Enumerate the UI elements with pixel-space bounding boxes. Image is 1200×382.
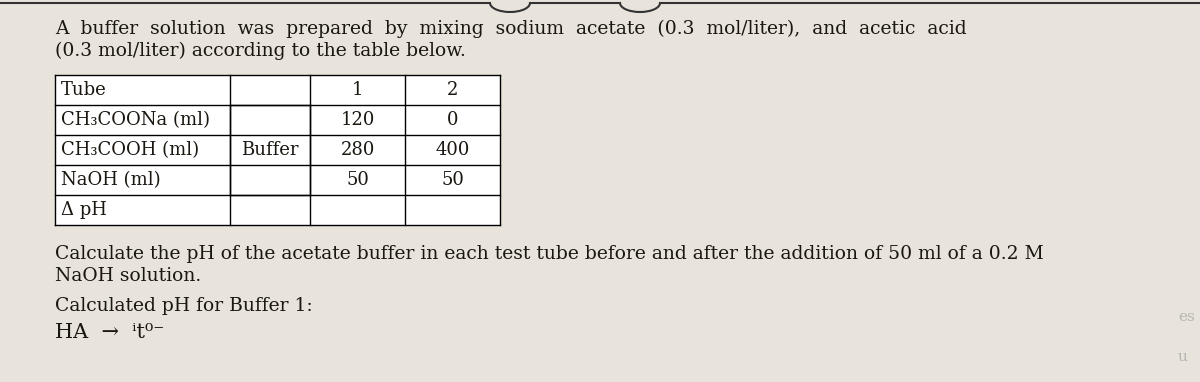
Text: Δ pH: Δ pH <box>61 201 107 219</box>
Text: 120: 120 <box>341 111 374 129</box>
Text: Tube: Tube <box>61 81 107 99</box>
Text: Calculate the pH of the acetate buffer in each test tube before and after the ad: Calculate the pH of the acetate buffer i… <box>55 245 1044 263</box>
Text: 1: 1 <box>352 81 364 99</box>
Text: 2: 2 <box>446 81 458 99</box>
Text: CH₃COONa (ml): CH₃COONa (ml) <box>61 111 210 129</box>
Text: 400: 400 <box>436 141 469 159</box>
Bar <box>55 75 500 225</box>
Text: Calculated pH for Buffer 1:: Calculated pH for Buffer 1: <box>55 297 313 315</box>
Bar <box>230 105 310 195</box>
Text: es: es <box>1178 310 1195 324</box>
Text: 280: 280 <box>341 141 374 159</box>
Text: NaOH solution.: NaOH solution. <box>55 267 202 285</box>
Text: 50: 50 <box>442 171 464 189</box>
Text: A  buffer  solution  was  prepared  by  mixing  sodium  acetate  (0.3  mol/liter: A buffer solution was prepared by mixing… <box>55 20 967 38</box>
Text: CH₃COOH (ml): CH₃COOH (ml) <box>61 141 199 159</box>
Text: (0.3 mol/liter) according to the table below.: (0.3 mol/liter) according to the table b… <box>55 42 466 60</box>
Text: NaOH (ml): NaOH (ml) <box>61 171 161 189</box>
Text: u: u <box>1178 350 1188 364</box>
Text: HA  →  ⁱt⁰⁻: HA → ⁱt⁰⁻ <box>55 323 164 342</box>
Text: 0: 0 <box>446 111 458 129</box>
Text: Buffer: Buffer <box>241 141 299 159</box>
Text: 50: 50 <box>346 171 368 189</box>
